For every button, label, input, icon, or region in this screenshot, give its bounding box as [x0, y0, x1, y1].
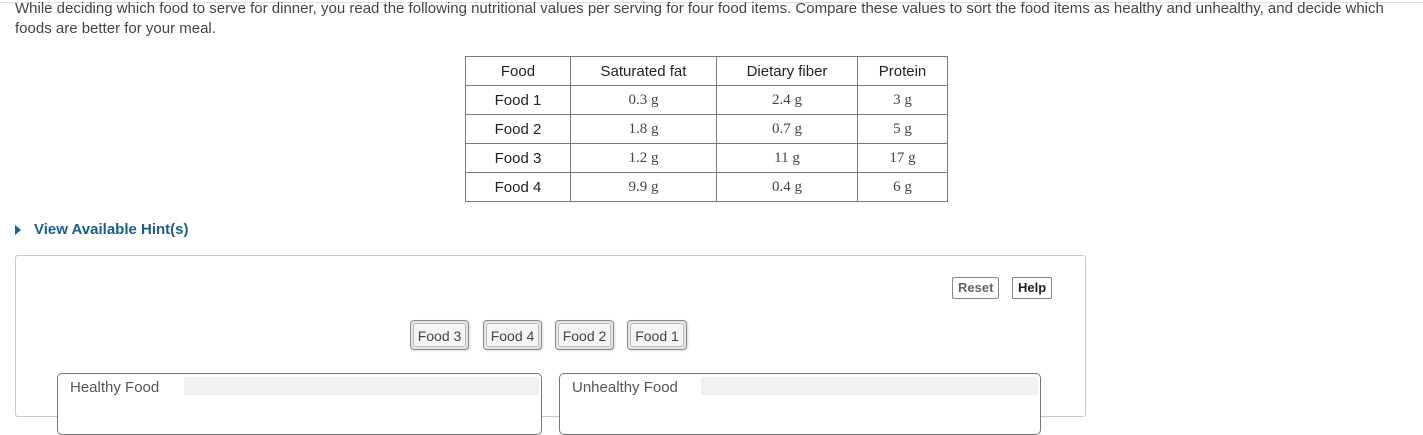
- reset-button[interactable]: Reset: [952, 277, 1000, 299]
- table-cell: Food 1: [465, 85, 571, 115]
- bin-drop-area: [701, 377, 1038, 395]
- chip-label: Food 3: [413, 323, 466, 347]
- table-cell: 9.9 g: [570, 172, 717, 202]
- sorting-panel: Reset Help Food 3 Food 4 Food 2 Food 1 H…: [15, 255, 1086, 435]
- expand-triangle-icon: [15, 224, 21, 235]
- column-header: Saturated fat: [570, 56, 717, 86]
- table-row: Food 3 1.2 g 11 g 17 g: [465, 143, 948, 173]
- bin-label: Healthy Food: [70, 379, 160, 396]
- draggable-chip-food-3[interactable]: Food 3: [410, 320, 469, 350]
- healthy-food-bin[interactable]: Healthy Food: [57, 373, 542, 435]
- unhealthy-food-bin[interactable]: Unhealthy Food: [559, 373, 1041, 435]
- view-hints-label: View Available Hint(s): [34, 221, 189, 238]
- table-cell: 1.2 g: [570, 143, 717, 173]
- chip-label: Food 1: [630, 323, 684, 347]
- question-prompt: While deciding which food to serve for d…: [15, 0, 1384, 37]
- bin-drop-area: [184, 377, 539, 395]
- table-cell: 11 g: [716, 143, 858, 173]
- draggable-chip-food-4[interactable]: Food 4: [483, 320, 542, 350]
- table-cell: 17 g: [857, 143, 948, 173]
- table-cell: 2.4 g: [716, 85, 858, 115]
- help-button[interactable]: Help: [1012, 277, 1053, 299]
- table-row: Food 2 1.8 g 0.7 g 5 g: [465, 114, 948, 144]
- column-header: Food: [465, 56, 571, 86]
- table-cell: Food 3: [465, 143, 571, 173]
- table-cell: 0.7 g: [716, 114, 858, 144]
- chip-label: Food 2: [558, 323, 611, 347]
- chip-label: Food 4: [486, 323, 539, 347]
- column-header: Protein: [857, 56, 948, 86]
- table-cell: 0.3 g: [570, 85, 717, 115]
- table-row: Food 4 9.9 g 0.4 g 6 g: [465, 172, 948, 202]
- table-cell: 3 g: [857, 85, 948, 115]
- draggable-chip-food-2[interactable]: Food 2: [555, 320, 614, 350]
- table-cell: 1.8 g: [570, 114, 717, 144]
- table-cell: 6 g: [857, 172, 948, 202]
- nutrition-table: Food Saturated fat Dietary fiber Protein…: [465, 56, 948, 202]
- view-hints-toggle[interactable]: View Available Hint(s): [15, 221, 189, 238]
- table-cell: Food 2: [465, 114, 571, 144]
- table-cell: 0.4 g: [716, 172, 858, 202]
- top-divider: [0, 2, 1423, 3]
- table-cell: 5 g: [857, 114, 948, 144]
- table-row: Food 1 0.3 g 2.4 g 3 g: [465, 85, 948, 115]
- bin-label: Unhealthy Food: [572, 379, 678, 396]
- table-cell: Food 4: [465, 172, 571, 202]
- draggable-chip-food-1[interactable]: Food 1: [627, 320, 687, 350]
- column-header: Dietary fiber: [716, 56, 858, 86]
- table-header-row: Food Saturated fat Dietary fiber Protein: [465, 56, 948, 86]
